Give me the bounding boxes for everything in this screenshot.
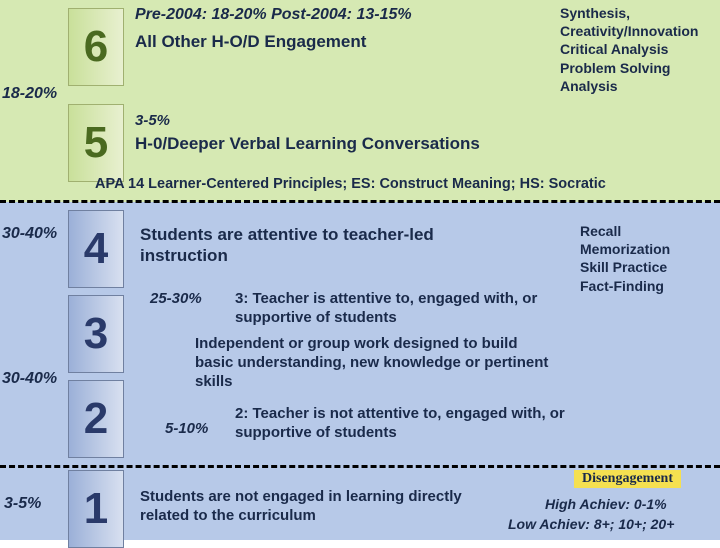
skills-top-l5: Analysis <box>560 77 698 95</box>
skills-mid-l4: Fact-Finding <box>580 277 670 295</box>
skills-top: Synthesis, Creativity/Innovation Critica… <box>560 4 698 95</box>
skills-mid: Recall Memorization Skill Practice Fact-… <box>580 222 670 295</box>
left-pct-3: 30-40% <box>2 370 57 388</box>
badge-2: 2 <box>68 380 124 458</box>
lvl1-text: Students are not engaged in learning dir… <box>140 488 510 526</box>
skills-mid-l2: Memorization <box>580 240 670 258</box>
apa-line: APA 14 Learner-Centered Principles; ES: … <box>95 176 606 192</box>
left-pct-1: 18-20% <box>2 85 57 103</box>
h0-label: H-0/Deeper Verbal Learning Conversations <box>135 134 480 154</box>
skills-top-l1: Synthesis, <box>560 4 698 22</box>
badge-6-num: 6 <box>84 22 108 72</box>
badge-4-num: 4 <box>84 224 108 274</box>
skills-top-l4: Problem Solving <box>560 59 698 77</box>
skills-mid-l3: Skill Practice <box>580 258 670 276</box>
pct-3-5: 3-5% <box>135 112 170 129</box>
high-achiev: High Achiev: 0-1% <box>545 496 667 512</box>
badge-3: 3 <box>68 295 124 373</box>
badge-5: 5 <box>68 104 124 182</box>
disengage-badge: Disengagement <box>574 470 681 488</box>
lvl3-text: 3: Teacher is attentive to, engaged with… <box>235 290 575 328</box>
lvl2-text: 2: Teacher is not attentive to, engaged … <box>235 405 595 443</box>
low-achiev: Low Achiev: 8+; 10+; 20+ <box>508 516 674 532</box>
left-pct-2: 30-40% <box>2 225 57 243</box>
badge-3-num: 3 <box>84 309 108 359</box>
badge-1-num: 1 <box>84 484 108 534</box>
skills-top-l3: Critical Analysis <box>560 40 698 58</box>
left-pct-4: 3-5% <box>4 495 41 513</box>
pct-25-30: 25-30% <box>150 290 202 307</box>
badge-1: 1 <box>68 470 124 548</box>
badge-6: 6 <box>68 8 124 86</box>
pre-post-pct: Pre-2004: 18-20% Post-2004: 13-15% <box>135 6 412 24</box>
badge-2-num: 2 <box>84 394 108 444</box>
lvl4-text: Students are attentive to teacher-led in… <box>140 224 510 267</box>
sep-2 <box>0 465 720 468</box>
lvl-mid-text: Independent or group work designed to bu… <box>195 335 555 391</box>
skills-mid-l1: Recall <box>580 222 670 240</box>
skills-top-l2: Creativity/Innovation <box>560 22 698 40</box>
pct-5-10: 5-10% <box>165 420 208 437</box>
badge-5-num: 5 <box>84 118 108 168</box>
all-other-label: All Other H-O/D Engagement <box>135 32 366 52</box>
sep-1 <box>0 200 720 203</box>
badge-4: 4 <box>68 210 124 288</box>
